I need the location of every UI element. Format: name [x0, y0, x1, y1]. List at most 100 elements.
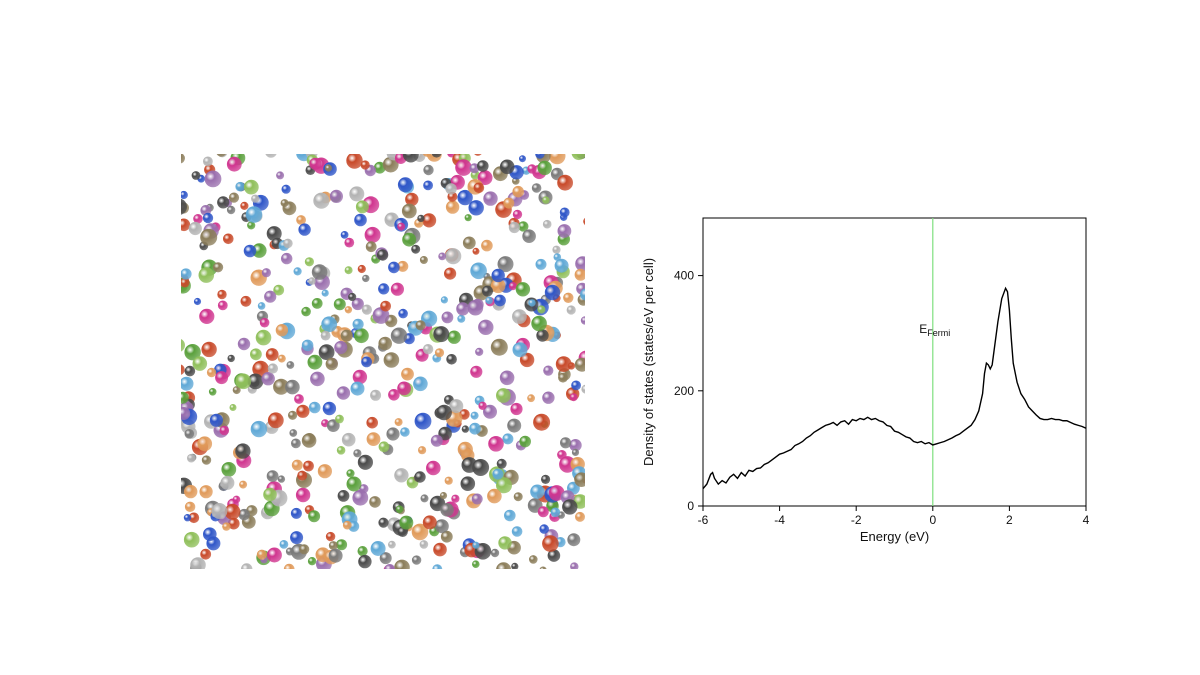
atom: [184, 365, 196, 377]
atom: [342, 520, 352, 530]
atom: [402, 154, 419, 163]
atom: [388, 389, 400, 401]
atom: [235, 373, 252, 390]
atom: [434, 519, 449, 534]
atom: [354, 328, 369, 344]
atom: [446, 354, 457, 365]
atom: [434, 348, 445, 358]
atom: [181, 339, 185, 352]
atom: [328, 541, 338, 551]
atom: [226, 205, 236, 215]
atom: [235, 443, 251, 459]
x-tick-label: 4: [1083, 513, 1090, 527]
atom: [217, 196, 230, 209]
atom: [472, 560, 480, 568]
atom: [422, 154, 432, 157]
atom: [451, 494, 460, 503]
atom: [313, 192, 330, 209]
atom: [491, 268, 505, 283]
atom: [445, 183, 457, 195]
atom: [535, 154, 545, 159]
atom: [464, 214, 472, 222]
atom: [519, 435, 531, 448]
atom: [243, 179, 259, 195]
atom: [499, 370, 515, 386]
density-of-states-chart: -6 -4 -2 0 2 4 0 200 400 EFermi Energy (eV) Den…: [630, 200, 1110, 570]
atom: [311, 264, 328, 280]
atom: [563, 292, 574, 303]
atom: [438, 426, 452, 441]
atom: [426, 460, 441, 476]
atom: [352, 489, 369, 506]
atom: [401, 367, 414, 381]
atom: [539, 524, 549, 534]
atom: [238, 508, 250, 521]
atom: [519, 155, 526, 163]
atom: [422, 515, 437, 530]
atom: [378, 441, 390, 453]
atom: [275, 324, 289, 337]
atom: [181, 277, 190, 288]
atom: [483, 404, 497, 419]
atom: [390, 282, 404, 296]
atom: [357, 264, 366, 274]
atom: [311, 298, 323, 309]
atom: [184, 429, 195, 439]
atom: [474, 154, 482, 156]
atom: [436, 404, 452, 421]
atom: [553, 253, 562, 261]
atom: [364, 226, 381, 243]
atom: [181, 154, 185, 164]
atom: [188, 512, 200, 524]
atom: [574, 472, 585, 487]
atom: [503, 197, 515, 209]
atom: [295, 487, 311, 503]
atom: [518, 221, 529, 232]
atom: [277, 354, 286, 363]
atom: [267, 412, 284, 429]
atom: [232, 386, 241, 395]
atom: [542, 391, 555, 404]
atom: [352, 318, 364, 330]
atom: [473, 182, 485, 194]
atom: [449, 399, 464, 414]
atom: [400, 427, 410, 437]
atom: [539, 566, 547, 569]
atom: [201, 455, 212, 465]
atom: [251, 194, 260, 203]
atom: [326, 419, 340, 432]
atom: [419, 540, 429, 549]
atom: [531, 183, 542, 193]
atom: [239, 480, 248, 489]
atom: [547, 549, 561, 562]
atom: [507, 418, 522, 433]
atom: [382, 156, 399, 173]
atom: [329, 189, 343, 203]
atom: [397, 260, 409, 272]
atom: [376, 249, 389, 261]
atom: [414, 412, 432, 430]
atom: [477, 160, 489, 172]
atom: [235, 181, 245, 192]
atom: [240, 201, 249, 210]
atom: [200, 548, 212, 560]
atom: [286, 361, 295, 369]
atom: [560, 437, 572, 449]
atom: [188, 221, 202, 236]
atom: [440, 296, 448, 304]
atom: [395, 505, 404, 514]
atom: [445, 200, 460, 214]
atom: [397, 381, 411, 396]
atom: [472, 541, 480, 549]
atom: [397, 222, 406, 231]
atom: [414, 471, 426, 483]
atom: [422, 213, 437, 228]
atom: [461, 425, 470, 433]
atom: [266, 547, 282, 563]
atom: [273, 284, 285, 296]
atom: [296, 404, 310, 418]
atom: [536, 329, 549, 342]
atom: [522, 229, 536, 243]
atom: [433, 542, 447, 557]
atom: [470, 365, 483, 378]
